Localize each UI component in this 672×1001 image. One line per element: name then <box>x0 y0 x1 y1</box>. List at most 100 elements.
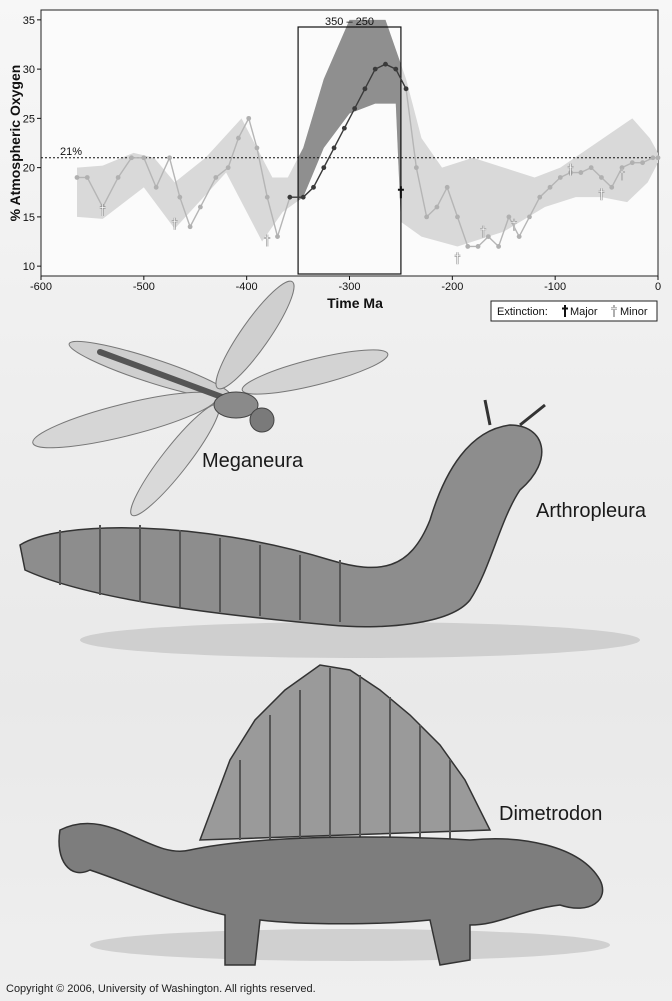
series-segment <box>227 137 240 168</box>
extinction-legend: Extinction: Major Minor <box>490 300 658 322</box>
dimetrodon-label: Dimetrodon <box>499 803 603 825</box>
highlight-box <box>297 26 402 275</box>
data-point <box>129 155 134 161</box>
series-segment <box>456 216 469 247</box>
data-point <box>74 175 80 180</box>
major-dagger-icon <box>562 305 568 317</box>
series-segment <box>155 157 171 188</box>
series-segment <box>415 167 428 218</box>
data-point <box>619 165 625 171</box>
series-segment <box>343 108 356 129</box>
series-segment <box>117 157 133 178</box>
x-tick-label: -300 <box>338 281 360 293</box>
x-tick-label: 0 <box>655 281 661 293</box>
minor-extinction-marker <box>511 218 518 231</box>
data-point <box>413 165 419 171</box>
minor-extinction-marker <box>567 163 574 176</box>
data-point <box>236 135 241 141</box>
data-point <box>141 155 147 161</box>
series-segment <box>189 206 202 228</box>
data-point <box>655 155 661 161</box>
data-point <box>341 125 347 131</box>
data-point <box>115 175 121 180</box>
series-segment <box>405 88 418 168</box>
data-point <box>465 244 471 249</box>
series-segment <box>395 68 407 90</box>
data-point <box>444 184 450 190</box>
data-point <box>547 184 553 190</box>
data-point <box>213 175 219 180</box>
x-tick-label: -600 <box>30 281 52 293</box>
arthropleura-illustration <box>19 399 640 658</box>
series-segment <box>323 147 335 168</box>
series-segment <box>256 147 268 198</box>
x-tick-label: -500 <box>133 281 155 293</box>
series-segment <box>102 177 119 208</box>
data-point <box>475 244 481 249</box>
x-tick-label: -400 <box>236 281 258 293</box>
data-point <box>557 175 563 180</box>
data-point <box>321 165 327 171</box>
meganeura-label: Meganeura <box>202 450 304 472</box>
minor-extinction-marker <box>598 188 605 201</box>
series-segment <box>518 216 531 237</box>
series-segment <box>168 157 181 198</box>
data-point <box>372 66 378 72</box>
data-point <box>331 145 337 151</box>
series-segment <box>179 196 191 227</box>
highlight-label: 350 – 250 <box>325 16 374 28</box>
x-tick-label: -200 <box>441 281 463 293</box>
minor-extinction-marker <box>454 252 461 265</box>
data-point <box>300 194 306 200</box>
series-segment <box>364 68 376 90</box>
data-point <box>650 155 656 161</box>
copyright-notice: Copyright © 2006, University of Washingt… <box>6 983 316 995</box>
series-segment <box>354 88 366 109</box>
data-point <box>246 115 252 121</box>
data-point <box>537 194 543 200</box>
data-point <box>393 66 399 72</box>
x-tick-label: -100 <box>544 281 566 293</box>
series-segment <box>215 167 229 179</box>
minor-extinction-marker <box>619 168 626 181</box>
y-tick-label: 35 <box>23 15 35 27</box>
x-axis-title: Time Ma <box>327 295 383 311</box>
data-point <box>362 86 368 92</box>
minor-dagger-icon <box>611 305 617 317</box>
data-point <box>527 214 532 220</box>
series-segment <box>237 118 250 139</box>
y-tick-label: 10 <box>23 261 35 273</box>
meganeura-illustration <box>32 280 389 517</box>
data-point <box>506 214 512 220</box>
data-point <box>485 234 491 239</box>
data-point <box>287 194 293 200</box>
uncertainty-band <box>76 19 658 247</box>
data-point <box>264 194 270 200</box>
data-point <box>275 234 280 239</box>
data-point <box>167 155 172 161</box>
legend-minor-label: Minor <box>620 306 648 318</box>
data-point <box>177 194 183 200</box>
series-segment <box>199 177 217 208</box>
data-point <box>254 145 260 151</box>
minor-extinction-marker <box>480 225 487 238</box>
data-point <box>455 214 460 220</box>
data-point <box>403 86 409 92</box>
data-point <box>588 165 594 171</box>
data-point <box>578 170 584 175</box>
minor-extinction-marker <box>99 203 106 216</box>
data-point <box>516 234 522 239</box>
y-tick-label: 25 <box>23 113 35 125</box>
data-point <box>84 175 90 180</box>
y-tick-label: 30 <box>23 64 35 76</box>
data-point <box>383 61 388 67</box>
dimetrodon-illustration <box>58 664 610 966</box>
data-point <box>225 165 231 171</box>
data-point <box>153 184 159 190</box>
data-point <box>424 214 430 220</box>
series-segment <box>333 127 345 149</box>
data-point <box>311 184 316 190</box>
series-segment <box>143 157 157 188</box>
